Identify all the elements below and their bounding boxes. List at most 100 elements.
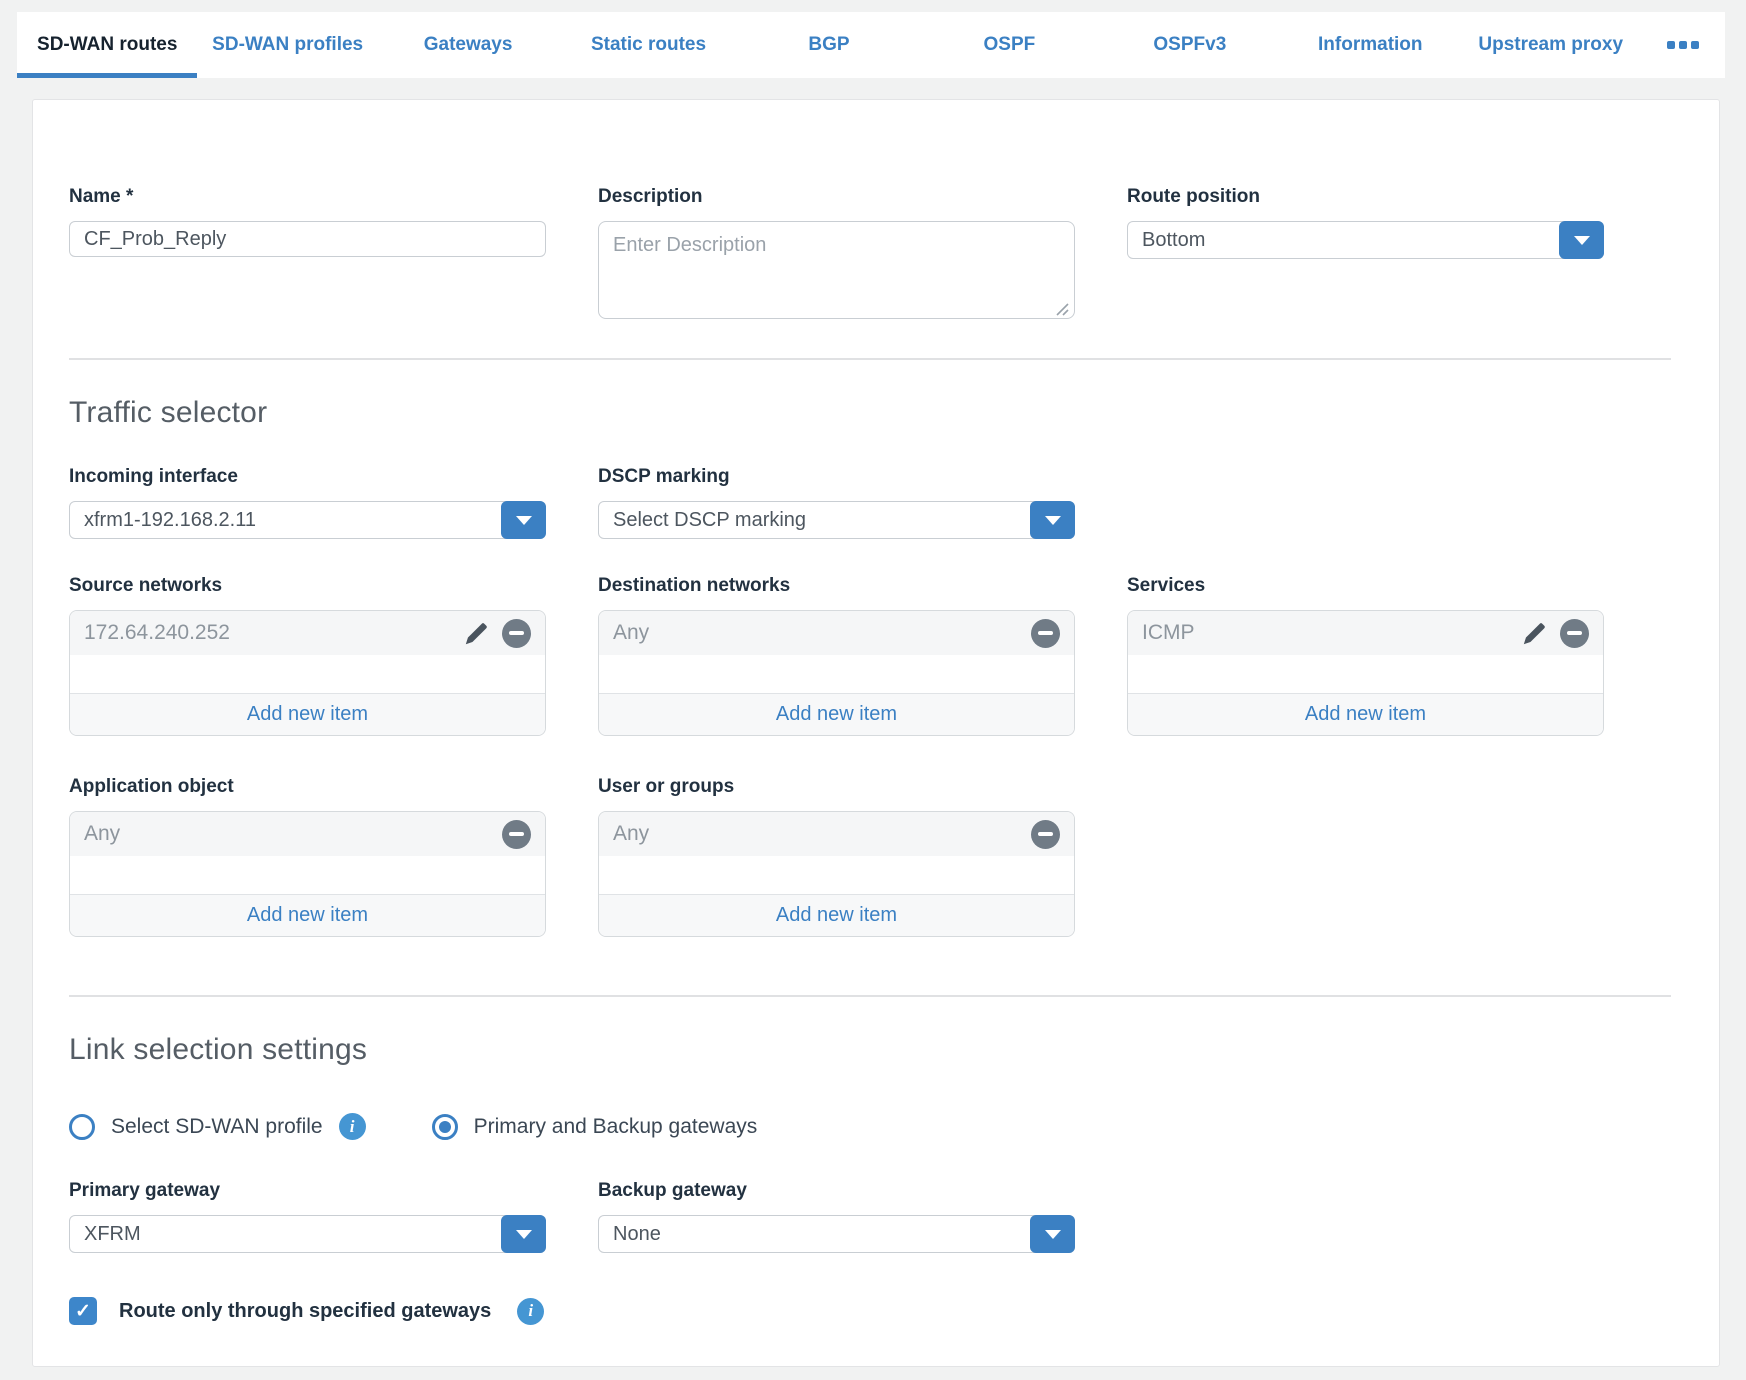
caret-down-icon <box>1573 235 1590 245</box>
source-networks-listbox: 172.64.240.252 Add new item <box>69 610 546 736</box>
edit-pencil-icon[interactable] <box>1521 620 1548 647</box>
active-tab-underline <box>17 73 198 78</box>
item-actions <box>1031 819 1060 849</box>
primary-gateway-dropdown[interactable]: XFRM <box>69 1215 546 1253</box>
radio-unselected-icon[interactable] <box>69 1113 95 1140</box>
radio-primary-backup-gateways[interactable]: Primary and Backup gateways <box>431 1113 757 1140</box>
user-or-groups-label: User or groups <box>598 776 735 797</box>
tab-static-routes[interactable]: Static routes <box>558 12 738 78</box>
tab-label: Gateways <box>423 34 513 55</box>
radio-select-sdwan-profile[interactable]: Select SD-WAN profile i <box>69 1113 366 1140</box>
link-selection-heading: Link selection settings <box>69 1033 368 1066</box>
user-or-groups-listbox: Any Add new item <box>598 811 1075 937</box>
list-item: Any <box>599 611 1074 655</box>
incoming-interface-label: Incoming interface <box>69 466 238 487</box>
backup-gateway-dropdown[interactable]: None <box>598 1215 1075 1253</box>
traffic-selector-heading: Traffic selector <box>69 396 268 429</box>
description-textarea-wrap <box>598 221 1075 324</box>
incoming-interface-value: xfrm1-192.168.2.11 <box>84 509 256 531</box>
remove-item-icon[interactable] <box>1031 618 1060 648</box>
edit-pencil-icon[interactable] <box>463 620 490 647</box>
route-position-value: Bottom <box>1142 229 1206 251</box>
list-spacer <box>599 655 1074 693</box>
list-item: 172.64.240.252 <box>70 611 545 655</box>
caret-down-icon <box>515 515 532 525</box>
tab-label: BGP <box>808 34 850 55</box>
incoming-interface-dropdown[interactable]: xfrm1-192.168.2.11 <box>69 501 546 539</box>
info-icon[interactable]: i <box>517 1297 545 1325</box>
remove-item-icon[interactable] <box>502 618 531 648</box>
info-icon[interactable]: i <box>338 1113 366 1140</box>
route-position-dropdown-button[interactable] <box>1559 221 1604 259</box>
backup-gateway-field-group: Backup gateway None <box>598 1180 1075 1253</box>
route-position-dropdown[interactable]: Bottom <box>1127 221 1604 259</box>
primary-gateway-dropdown-button[interactable] <box>501 1215 546 1253</box>
incoming-interface-dropdown-button[interactable] <box>501 501 546 539</box>
tab-sdwan-routes[interactable]: SD-WAN routes <box>17 12 198 78</box>
list-item: Any <box>599 812 1074 856</box>
add-new-item-label: Add new item <box>1304 703 1427 725</box>
name-input[interactable] <box>69 221 546 257</box>
tab-label: Information <box>1318 34 1423 55</box>
list-spacer <box>70 856 545 894</box>
ellipsis-icon <box>1678 41 1687 49</box>
item-actions <box>1521 618 1589 648</box>
dscp-marking-dropdown-button[interactable] <box>1030 501 1075 539</box>
route-only-checkbox-checked[interactable]: ✓ <box>69 1297 97 1325</box>
incoming-interface-field-group: Incoming interface xfrm1-192.168.2.11 <box>69 466 546 539</box>
tab-sdwan-profiles[interactable]: SD-WAN profiles <box>197 12 377 78</box>
ellipsis-icon <box>1690 41 1699 49</box>
application-object-listbox: Any Add new item <box>69 811 546 937</box>
tab-gateways[interactable]: Gateways <box>378 12 558 78</box>
tab-label: SD-WAN profiles <box>212 34 364 55</box>
list-item: ICMP <box>1128 611 1603 655</box>
application-users-row: Application object Any Add new item User… <box>69 776 1671 937</box>
backup-gateway-dropdown-button[interactable] <box>1030 1215 1075 1253</box>
source-networks-field-group: Source networks 172.64.240.252 Add new i… <box>69 575 546 736</box>
caret-down-icon <box>1044 515 1061 525</box>
remove-item-icon[interactable] <box>1031 819 1060 849</box>
user-or-groups-item-text: Any <box>613 822 650 845</box>
add-new-item-label: Add new item <box>775 904 898 926</box>
gateways-row: Primary gateway XFRM Backup gateway None <box>69 1180 1671 1253</box>
dscp-marking-dropdown[interactable]: Select DSCP marking <box>598 501 1075 539</box>
tab-upstream-proxy[interactable]: Upstream proxy <box>1461 12 1641 78</box>
services-listbox: ICMP Add new item <box>1127 610 1604 736</box>
add-new-item-label: Add new item <box>246 904 369 926</box>
tab-label: SD-WAN routes <box>37 34 178 55</box>
destination-networks-listbox: Any Add new item <box>598 610 1075 736</box>
route-position-field-group: Route position Bottom <box>1127 186 1604 324</box>
tab-bar: SD-WAN routes SD-WAN profiles Gateways S… <box>17 12 1725 78</box>
destination-networks-add-button[interactable]: Add new item <box>599 693 1074 735</box>
primary-gateway-value: XFRM <box>84 1223 141 1245</box>
radio-selected-icon[interactable] <box>431 1113 458 1140</box>
tab-bgp[interactable]: BGP <box>739 12 919 78</box>
remove-item-icon[interactable] <box>502 819 531 849</box>
application-object-add-button[interactable]: Add new item <box>70 894 545 936</box>
radio-label: Select SD-WAN profile <box>111 1114 323 1138</box>
backup-gateway-value: None <box>613 1223 661 1245</box>
section-divider <box>69 358 1671 360</box>
services-add-button[interactable]: Add new item <box>1128 693 1603 735</box>
dscp-marking-label: DSCP marking <box>598 466 730 487</box>
remove-item-icon[interactable] <box>1560 618 1589 648</box>
application-object-item-text: Any <box>84 822 121 845</box>
source-networks-add-button[interactable]: Add new item <box>70 693 545 735</box>
services-label: Services <box>1127 575 1206 596</box>
add-new-item-label: Add new item <box>246 703 369 725</box>
minus-bar <box>1567 631 1582 635</box>
name-field-group: Name * <box>69 186 546 324</box>
tab-ospfv3[interactable]: OSPFv3 <box>1100 12 1280 78</box>
link-selection-radio-group: Select SD-WAN profile i Primary and Back… <box>69 1113 1671 1140</box>
tab-information[interactable]: Information <box>1280 12 1460 78</box>
tab-label: Static routes <box>590 34 707 55</box>
description-textarea[interactable] <box>598 221 1075 319</box>
user-or-groups-add-button[interactable]: Add new item <box>599 894 1074 936</box>
service-item-text: ICMP <box>1142 621 1195 644</box>
more-tabs-button[interactable] <box>1641 12 1725 78</box>
sdwan-route-form-panel: Name * Description Route position Bottom <box>32 99 1720 1367</box>
destination-network-item-text: Any <box>613 621 650 644</box>
resize-grip-icon[interactable] <box>1053 300 1069 316</box>
description-field-group: Description <box>598 186 1075 324</box>
tab-ospf[interactable]: OSPF <box>919 12 1099 78</box>
